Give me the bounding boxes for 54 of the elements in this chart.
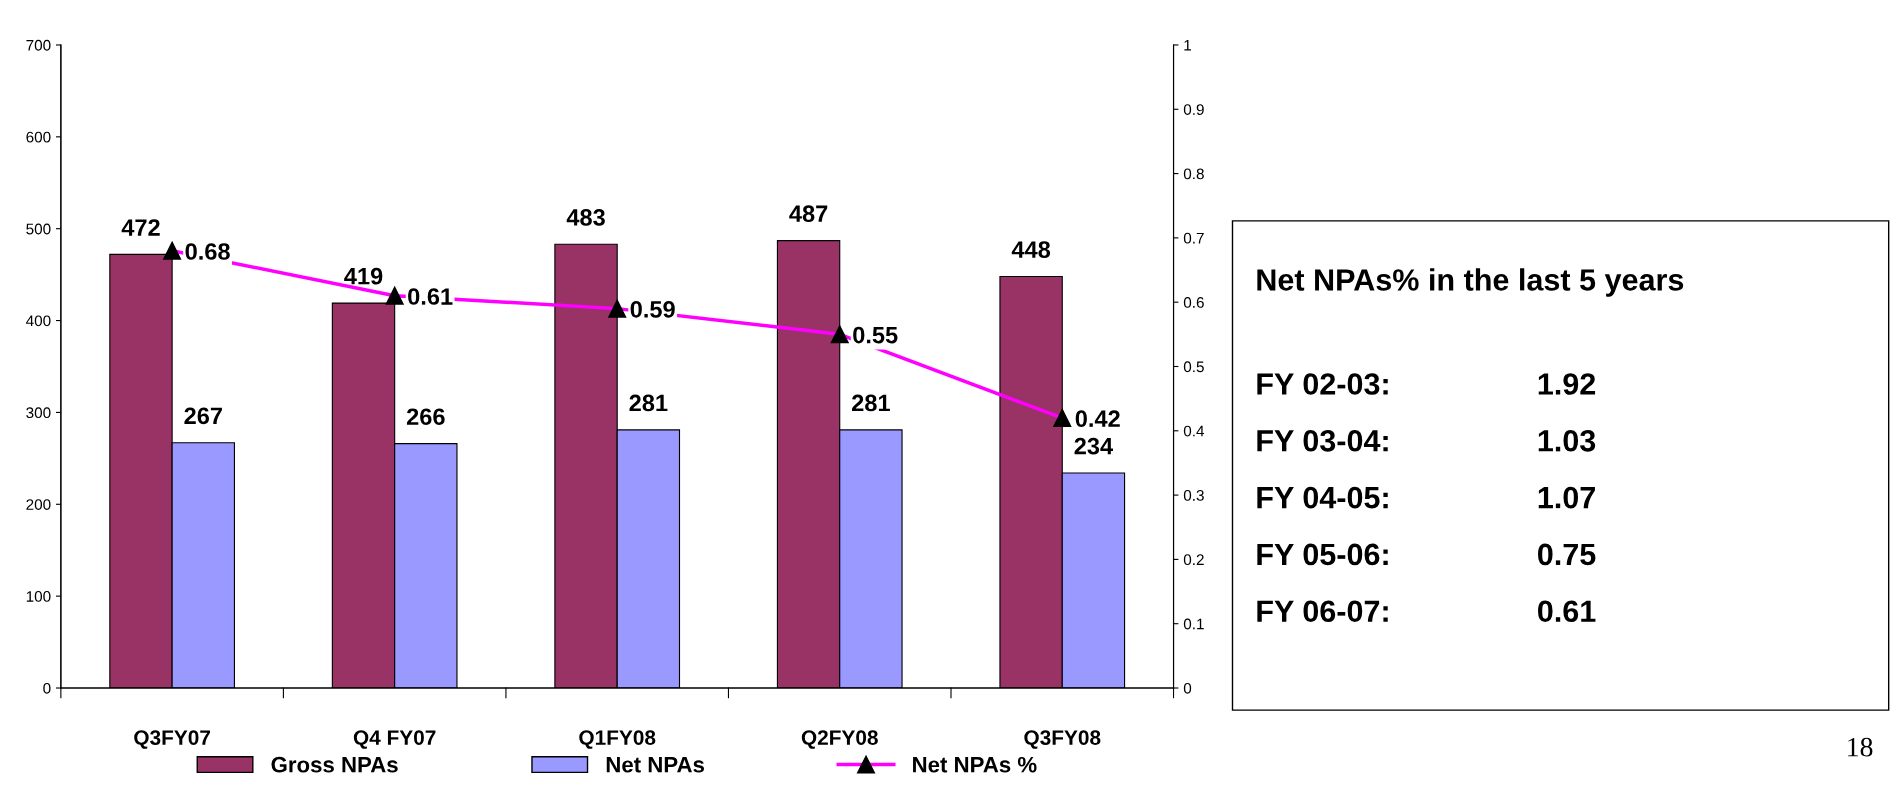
y2-tick-label: 0 [1183, 682, 1192, 694]
text: 0.61 [1538, 600, 1596, 623]
text: FY 06-07: [1257, 600, 1388, 623]
legend-label: Net NPAs % [913, 756, 1037, 773]
data-label: 267 [184, 407, 222, 425]
text: 18 [1848, 737, 1873, 757]
y-tick-label: 400 [26, 315, 51, 327]
y-tick-label: 300 [26, 407, 51, 419]
y2-tick-label: 0.1 [1183, 618, 1204, 630]
x-tick-label: Q1FY08 [579, 730, 656, 749]
y2-tick-label: 0.2 [1183, 554, 1204, 566]
text: 1.92 [1538, 373, 1596, 395]
data-label: 281 [629, 394, 668, 412]
y-tick-label: 700 [26, 39, 51, 51]
text: FY 02-03: [1257, 373, 1388, 395]
y2-tick-label: 0.6 [1183, 297, 1204, 308]
text: Net NPAs% in the last 5 years [1257, 268, 1684, 297]
y2-tick-label: 0.7 [1183, 232, 1204, 244]
y-tick-label: 600 [26, 131, 51, 143]
y2-tick-label: 0.5 [1183, 361, 1204, 373]
y2-tick-label: 0.4 [1183, 425, 1205, 437]
data-label: 0.59 [630, 301, 675, 318]
data-label: 419 [344, 267, 383, 285]
legend-label: Gross NPAs [271, 756, 398, 773]
y-tick-label: 500 [26, 223, 51, 235]
text: 1.07 [1538, 486, 1595, 509]
y2-tick-label: 0.8 [1183, 168, 1204, 180]
data-label: 234 [1074, 437, 1113, 455]
x-tick-label: Q2FY08 [801, 730, 878, 749]
text: 1.03 [1538, 429, 1596, 452]
y-tick-label: 0 [43, 682, 51, 694]
data-label: 266 [406, 408, 445, 426]
data-label: 487 [789, 205, 828, 223]
y-tick-label: 100 [26, 591, 51, 602]
data-label: 483 [566, 209, 605, 226]
data-label: 0.55 [853, 326, 898, 344]
data-label: 0.42 [1075, 410, 1120, 428]
y2-tick-label: 1 [1184, 40, 1192, 51]
data-label: 0.61 [408, 288, 453, 305]
data-label: 281 [852, 394, 890, 412]
x-tick-label: Q3FY07 [134, 730, 211, 749]
text: FY 03-04: [1257, 429, 1388, 452]
data-label: 448 [1011, 241, 1051, 258]
y2-tick-label: 0.9 [1183, 104, 1204, 115]
data-label: 0.68 [185, 243, 230, 260]
y2-tick-label: 0.3 [1183, 489, 1204, 501]
y-tick-label: 200 [26, 499, 51, 510]
data-label: 472 [121, 219, 160, 236]
x-tick-label: Q4 FY07 [353, 730, 436, 749]
text: FY 05-06: [1257, 543, 1388, 566]
x-tick-label: Q3FY08 [1024, 730, 1101, 749]
text: 0.75 [1538, 543, 1596, 566]
legend-label: Net NPAs [606, 757, 705, 773]
text: FY 04-05: [1257, 486, 1388, 509]
